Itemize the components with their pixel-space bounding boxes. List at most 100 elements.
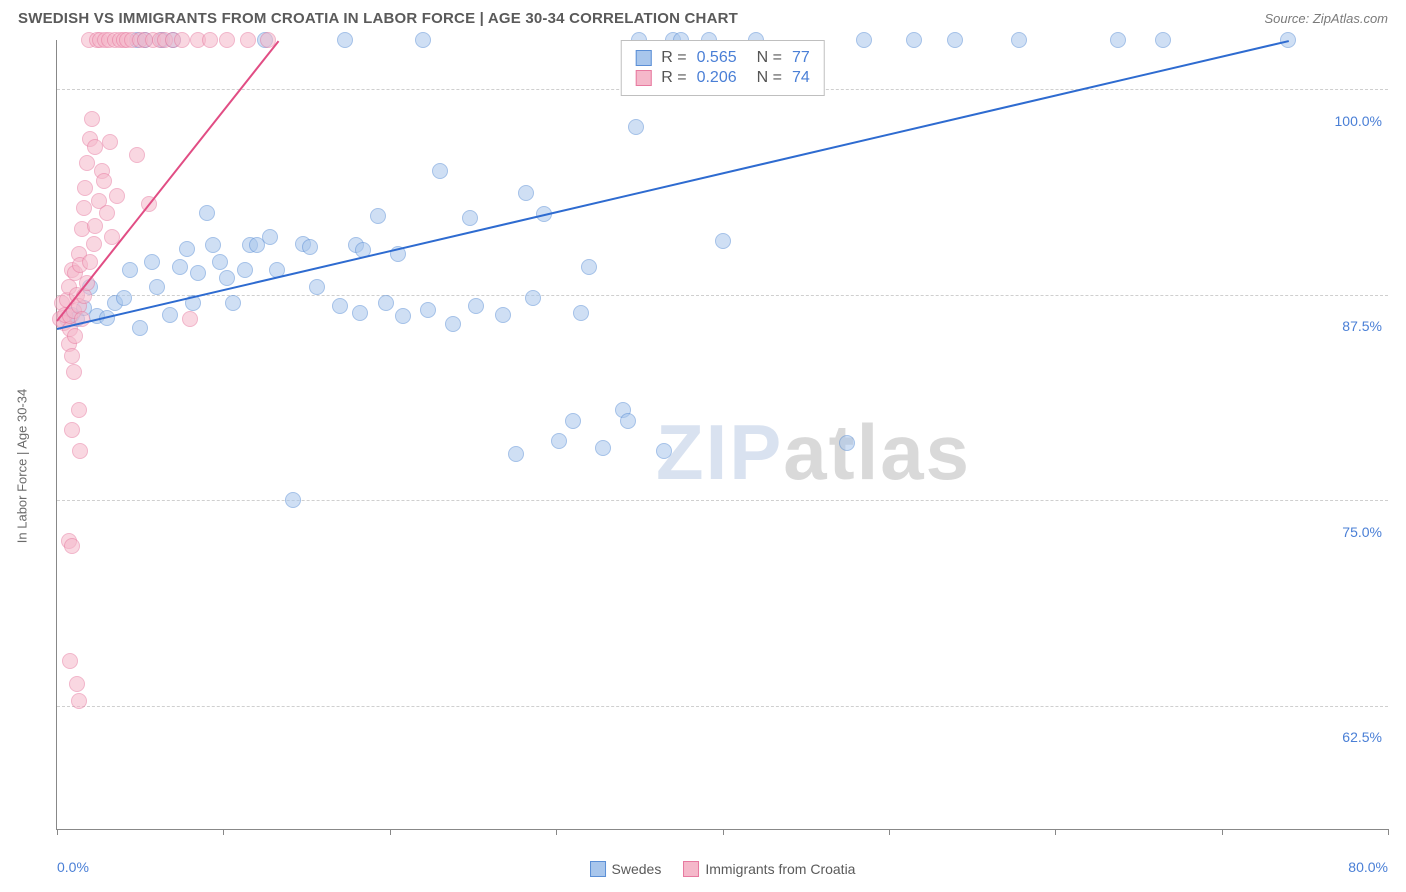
data-point xyxy=(77,180,93,196)
data-point xyxy=(202,32,218,48)
data-point xyxy=(906,32,922,48)
x-tick-label-left: 0.0% xyxy=(57,859,89,875)
chart-container: In Labor Force | Age 30-34 R =0.565N =77… xyxy=(18,40,1388,892)
watermark: ZIPatlas xyxy=(656,407,971,498)
data-point xyxy=(149,279,165,295)
x-tick xyxy=(889,829,890,835)
data-point xyxy=(309,279,325,295)
data-point xyxy=(1155,32,1171,48)
data-point xyxy=(72,257,88,273)
x-tick xyxy=(1388,829,1389,835)
data-point xyxy=(182,311,198,327)
stats-n-value: 77 xyxy=(792,49,810,67)
data-point xyxy=(468,298,484,314)
data-point xyxy=(129,147,145,163)
data-point xyxy=(262,229,278,245)
data-point xyxy=(508,446,524,462)
data-point xyxy=(257,32,273,48)
data-point xyxy=(86,236,102,252)
data-point xyxy=(165,32,181,48)
data-point xyxy=(225,295,241,311)
legend-label: Swedes xyxy=(612,861,662,877)
data-point xyxy=(565,413,581,429)
data-point xyxy=(212,254,228,270)
data-point xyxy=(89,32,105,48)
data-point xyxy=(378,295,394,311)
stats-r-value: 0.565 xyxy=(697,49,737,67)
data-point xyxy=(122,262,138,278)
data-point xyxy=(947,32,963,48)
data-point xyxy=(352,305,368,321)
data-point xyxy=(64,422,80,438)
data-point xyxy=(462,210,478,226)
data-point xyxy=(242,237,258,253)
data-point xyxy=(370,208,386,224)
data-point xyxy=(64,348,80,364)
data-point xyxy=(91,193,107,209)
data-point xyxy=(152,32,168,48)
y-axis-label: In Labor Force | Age 30-34 xyxy=(15,389,30,543)
data-point xyxy=(87,218,103,234)
data-point xyxy=(332,298,348,314)
data-point xyxy=(97,32,113,48)
source-label: Source: ZipAtlas.com xyxy=(1264,11,1388,26)
legend-label: Immigrants from Croatia xyxy=(705,861,855,877)
stats-r-value: 0.206 xyxy=(697,69,737,87)
data-point xyxy=(620,413,636,429)
stats-row: R =0.565N =77 xyxy=(635,49,810,67)
x-tick xyxy=(723,829,724,835)
data-point xyxy=(715,233,731,249)
data-point xyxy=(856,32,872,48)
data-point xyxy=(1011,32,1027,48)
data-point xyxy=(87,139,103,155)
data-point xyxy=(573,305,589,321)
data-point xyxy=(137,32,153,48)
data-point xyxy=(174,32,190,48)
data-point xyxy=(82,131,98,147)
stats-n-value: 74 xyxy=(792,69,810,87)
data-point xyxy=(61,279,77,295)
data-point xyxy=(615,402,631,418)
x-tick xyxy=(390,829,391,835)
data-point xyxy=(518,185,534,201)
data-point xyxy=(67,328,83,344)
data-point xyxy=(145,32,161,48)
data-point xyxy=(839,435,855,451)
data-point xyxy=(61,533,77,549)
data-point xyxy=(116,32,132,48)
legend-bottom: Swedes Immigrants from Croatia xyxy=(590,861,856,877)
data-point xyxy=(581,259,597,275)
stats-n-label: N = xyxy=(757,69,782,87)
y-tick-label: 100.0% xyxy=(1335,113,1382,129)
data-point xyxy=(445,316,461,332)
data-point xyxy=(302,239,318,255)
data-point xyxy=(154,32,170,48)
data-point xyxy=(144,254,160,270)
watermark-atlas: atlas xyxy=(783,408,971,496)
data-point xyxy=(595,440,611,456)
data-point xyxy=(420,302,436,318)
data-point xyxy=(129,32,145,48)
stats-legend-box: R =0.565N =77R =0.206N =74 xyxy=(620,40,825,96)
data-point xyxy=(66,364,82,380)
data-point xyxy=(101,32,117,48)
data-point xyxy=(137,32,153,48)
data-point xyxy=(96,173,112,189)
y-tick-label: 75.0% xyxy=(1342,524,1382,540)
data-point xyxy=(199,205,215,221)
data-point xyxy=(119,32,135,48)
stats-row: R =0.206N =74 xyxy=(635,69,810,87)
plot-area: R =0.565N =77R =0.206N =74 ZIPatlas 0.0%… xyxy=(56,40,1388,830)
data-point xyxy=(190,32,206,48)
y-tick-label: 87.5% xyxy=(1342,318,1382,334)
data-point xyxy=(415,32,431,48)
data-point xyxy=(337,32,353,48)
data-point xyxy=(109,188,125,204)
y-tick-label: 62.5% xyxy=(1342,729,1382,745)
data-point xyxy=(64,262,80,278)
x-tick xyxy=(223,829,224,835)
data-point xyxy=(84,111,100,127)
legend-swatch xyxy=(635,70,651,86)
data-point xyxy=(205,237,221,253)
data-point xyxy=(116,290,132,306)
